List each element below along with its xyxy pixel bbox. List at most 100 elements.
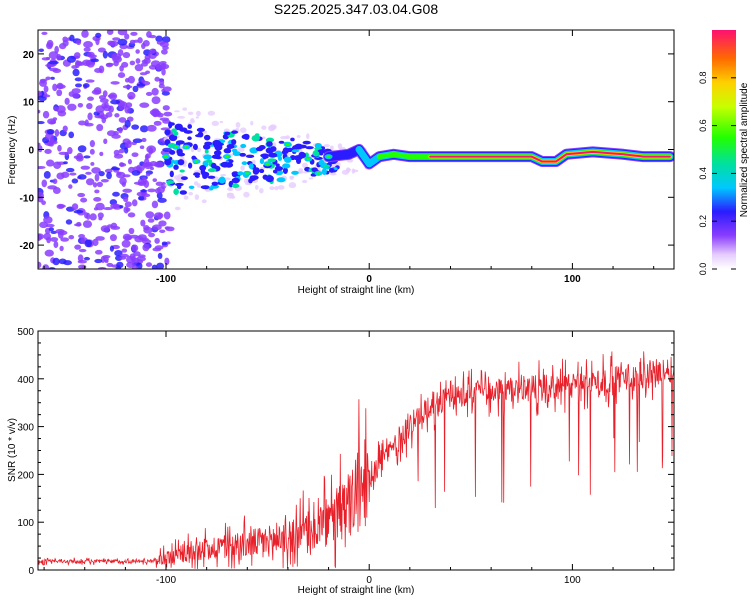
signal-blob xyxy=(318,159,325,166)
snr-panel: -100 0 100 0 100 200 300 400 500 Height of strai… xyxy=(7,327,675,596)
noise-blob xyxy=(308,177,314,180)
noise-blob xyxy=(145,262,153,267)
noise-blob xyxy=(77,259,87,264)
noise-blob xyxy=(71,88,81,94)
noise-blob xyxy=(102,50,108,59)
noise-blob xyxy=(128,227,135,235)
noise-blob xyxy=(161,36,171,44)
noise-blob xyxy=(48,60,59,65)
noise-blob xyxy=(131,124,140,130)
signal-blob xyxy=(231,130,239,134)
noise-blob xyxy=(154,237,160,244)
noise-blob xyxy=(92,182,98,188)
colorbar: 0.0 0.2 0.4 0.6 0.8 Normalized spectral ampl… xyxy=(698,30,750,275)
noise-blob xyxy=(197,147,202,153)
ridge-peak-core xyxy=(245,172,250,175)
noise-blob xyxy=(147,218,155,223)
noise-blob xyxy=(130,31,138,36)
noise-blob xyxy=(46,159,55,167)
noise-blob xyxy=(243,178,250,184)
noise-blob xyxy=(117,38,128,46)
noise-blob xyxy=(123,196,129,203)
signal-blob xyxy=(267,158,276,163)
noise-blob xyxy=(90,58,99,63)
noise-blob xyxy=(159,79,165,86)
noise-blob xyxy=(301,179,308,184)
noise-blob xyxy=(125,102,133,108)
signal-blob xyxy=(224,131,231,136)
noise-blob xyxy=(109,234,117,242)
noise-blob xyxy=(139,125,149,133)
noise-blob xyxy=(143,226,153,234)
noise-blob xyxy=(38,145,43,153)
noise-blob xyxy=(52,117,58,121)
noise-blob xyxy=(183,195,189,200)
noise-blob xyxy=(84,239,92,248)
noise-blob xyxy=(52,83,58,92)
noise-blob xyxy=(38,165,46,170)
noise-blob xyxy=(298,168,304,174)
signal-blob xyxy=(259,158,265,165)
noise-blob xyxy=(43,171,51,179)
noise-blob xyxy=(149,48,157,54)
noise-blob xyxy=(103,138,108,145)
ridge-peak-core xyxy=(194,160,199,163)
signal-blob xyxy=(204,141,213,146)
noise-blob xyxy=(161,91,170,96)
noise-blob xyxy=(124,105,131,114)
noise-blob xyxy=(60,237,70,242)
noise-blob xyxy=(95,236,105,241)
noise-blob xyxy=(115,266,122,269)
noise-blob xyxy=(49,67,59,72)
noise-blob xyxy=(87,51,95,58)
noise-blob xyxy=(100,225,110,233)
signal-blob xyxy=(187,162,193,169)
noise-blob xyxy=(296,135,301,138)
snr-xtick-label: 100 xyxy=(564,575,581,586)
noise-blob xyxy=(156,191,163,200)
snr-axes: -100 0 100 0 100 200 300 400 500 xyxy=(17,327,674,586)
noise-blob xyxy=(97,47,106,53)
noise-blob xyxy=(94,258,103,264)
noise-blob xyxy=(105,62,113,68)
noise-blob xyxy=(127,212,136,218)
signal-blob xyxy=(169,170,174,178)
signal-blob xyxy=(226,144,235,149)
ridge-peak-core xyxy=(316,172,321,175)
noise-blob xyxy=(158,220,167,227)
noise-blob xyxy=(255,184,259,190)
noise-blob xyxy=(151,108,160,114)
snr-xtick-label: 0 xyxy=(366,575,372,586)
noise-blob xyxy=(195,116,199,119)
spectrogram-ytick-label: 0 xyxy=(28,146,34,157)
noise-blob xyxy=(42,94,51,98)
noise-blob xyxy=(160,62,166,70)
signal-blob xyxy=(203,154,213,160)
signal-blob xyxy=(175,140,185,145)
noise-blob xyxy=(124,141,132,149)
signal-blob xyxy=(291,170,299,175)
noise-blob xyxy=(77,145,87,153)
noise-blob xyxy=(49,237,59,242)
noise-blob xyxy=(66,55,77,63)
noise-blob xyxy=(112,191,120,197)
ridge-peak-core xyxy=(224,155,229,158)
noise-blob xyxy=(42,110,50,119)
noise-blob xyxy=(201,199,207,204)
noise-blob xyxy=(146,145,157,154)
signal-blob xyxy=(173,188,179,195)
snr-xlabel: Height of straight line (km) xyxy=(298,585,415,596)
snr-ytick-label: 0 xyxy=(28,566,34,577)
signal-blob xyxy=(231,148,238,153)
figure-title: S225.2025.347.03.04.G08 xyxy=(274,1,438,17)
signal-blob xyxy=(207,168,217,173)
noise-blob xyxy=(65,219,73,225)
noise-blob xyxy=(85,171,92,175)
colorbar-tick-label: 0.6 xyxy=(698,119,708,132)
spectral-ridge xyxy=(429,150,671,163)
noise-blob xyxy=(52,178,58,185)
signal-blob xyxy=(218,176,226,184)
noise-blob xyxy=(194,194,200,200)
noise-blob xyxy=(112,55,123,63)
noise-blob xyxy=(140,219,146,227)
